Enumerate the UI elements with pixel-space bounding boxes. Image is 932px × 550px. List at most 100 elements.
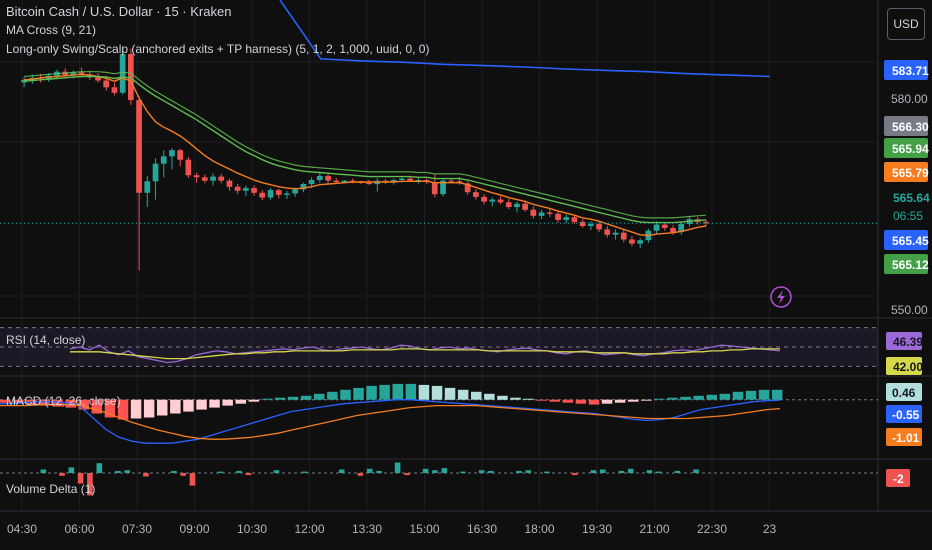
rsi-legend[interactable]: RSI (14, close) bbox=[6, 333, 86, 347]
price-tag-value: 565.79 bbox=[892, 166, 929, 180]
histogram-bar bbox=[327, 391, 338, 400]
histogram-bar bbox=[588, 399, 600, 405]
rsi-value: 46.39 bbox=[893, 335, 923, 349]
macd-line bbox=[0, 399, 781, 444]
volume-delta-bar bbox=[77, 473, 84, 484]
macd-value-tag bbox=[886, 405, 922, 423]
candle bbox=[111, 87, 118, 93]
volume-delta-bar bbox=[338, 469, 345, 473]
candle bbox=[415, 180, 422, 181]
candle bbox=[579, 221, 586, 226]
candle bbox=[390, 180, 397, 182]
x-tick-label: 13:30 bbox=[352, 522, 382, 536]
volume-delta-legend[interactable]: Volume Delta (1) bbox=[6, 482, 96, 496]
price-tag bbox=[884, 138, 928, 158]
candle bbox=[218, 176, 225, 181]
candle bbox=[300, 184, 307, 190]
rsi-value-tag bbox=[886, 357, 922, 375]
candle bbox=[284, 193, 290, 195]
strategy-legend[interactable]: Long-only Swing/Scalp (anchored exits + … bbox=[6, 42, 430, 56]
symbol-title[interactable]: Bitcoin Cash / U.S. Dollar · 15 · Kraken bbox=[6, 4, 232, 19]
price-tag-value: 565.94 bbox=[892, 142, 929, 156]
histogram-bar bbox=[353, 387, 364, 400]
candle bbox=[481, 196, 487, 202]
grid-lines bbox=[0, 0, 878, 512]
time-axis: 04:30 06:00 07:30 09:00 10:30 12:00 13:30 15:00… bbox=[7, 522, 777, 536]
candle bbox=[604, 229, 611, 235]
candle bbox=[588, 224, 594, 226]
candle bbox=[505, 202, 512, 207]
histogram-bar bbox=[471, 391, 482, 400]
histogram-bar bbox=[52, 399, 63, 407]
candle bbox=[530, 209, 537, 216]
histogram-bar bbox=[484, 393, 495, 400]
histogram-bar bbox=[418, 384, 430, 400]
ma-cross-legend[interactable]: MA Cross (9, 21) bbox=[6, 23, 97, 37]
histogram-bar bbox=[366, 385, 377, 400]
histogram-bar bbox=[117, 399, 129, 420]
volume-delta-bar bbox=[655, 471, 662, 473]
histogram-bar bbox=[523, 398, 534, 400]
y-tick-label: 580.00 bbox=[891, 92, 928, 106]
currency-button[interactable]: USD bbox=[887, 8, 925, 40]
macd-value: -1.01 bbox=[892, 431, 920, 445]
candle bbox=[703, 221, 709, 224]
macd-value-tag bbox=[886, 428, 922, 446]
candle bbox=[629, 239, 635, 244]
macd-value: 0.46 bbox=[892, 386, 916, 400]
histogram-bar bbox=[457, 389, 469, 400]
candles bbox=[21, 47, 709, 271]
volume-delta-bar bbox=[525, 470, 531, 473]
candle bbox=[70, 72, 77, 76]
last-price-tag bbox=[883, 188, 928, 228]
x-tick-label: 07:30 bbox=[122, 522, 152, 536]
candle bbox=[333, 180, 340, 183]
histogram-bar bbox=[732, 391, 744, 400]
macd-legend[interactable]: MACD (12, 26, close) bbox=[6, 394, 121, 408]
volume-delta-bar bbox=[516, 470, 522, 473]
signal-line bbox=[0, 404, 781, 440]
candle bbox=[259, 192, 266, 198]
volume-delta-tag bbox=[886, 469, 910, 487]
candle bbox=[316, 175, 323, 180]
candle bbox=[514, 203, 520, 208]
histogram-bar bbox=[667, 397, 678, 400]
histogram-bar bbox=[300, 395, 312, 400]
rsi-value-tag bbox=[886, 332, 922, 350]
y-tick-label: 550.00 bbox=[891, 303, 928, 317]
volume-delta-bar bbox=[422, 468, 429, 473]
candle bbox=[169, 150, 175, 157]
bolt-glyph bbox=[777, 290, 785, 304]
candle bbox=[448, 180, 455, 182]
histogram-bar bbox=[222, 399, 233, 406]
histogram-bar bbox=[0, 399, 11, 403]
candle bbox=[563, 217, 570, 220]
candle bbox=[251, 188, 257, 193]
volume-delta-bar bbox=[404, 473, 410, 476]
price-tag-value: 565.45 bbox=[892, 234, 929, 248]
candle bbox=[234, 186, 241, 191]
candle bbox=[136, 100, 142, 193]
x-tick-label: 19:30 bbox=[582, 522, 612, 536]
price-axis: 580.00 550.00 583.71 566.30 565.94 565.79 565.… bbox=[883, 60, 930, 317]
bar-countdown: 06:55 bbox=[893, 209, 923, 223]
alert-bolt-icon bbox=[770, 286, 792, 308]
histogram-bar bbox=[706, 394, 717, 400]
candle bbox=[538, 212, 545, 216]
volume-delta-bar bbox=[87, 473, 93, 496]
candle bbox=[201, 177, 208, 181]
candle bbox=[497, 199, 504, 203]
candle bbox=[366, 182, 372, 185]
volume-delta-bar bbox=[646, 470, 653, 473]
candle bbox=[210, 176, 216, 181]
histogram-bar bbox=[641, 399, 652, 401]
candle bbox=[546, 212, 553, 214]
histogram-bar bbox=[431, 385, 443, 400]
rsi-value: 42.00 bbox=[893, 360, 923, 374]
candle bbox=[431, 182, 438, 195]
candle bbox=[596, 224, 602, 230]
price-tag bbox=[884, 254, 928, 274]
candle bbox=[177, 150, 183, 160]
volume-delta-bar bbox=[432, 470, 438, 473]
